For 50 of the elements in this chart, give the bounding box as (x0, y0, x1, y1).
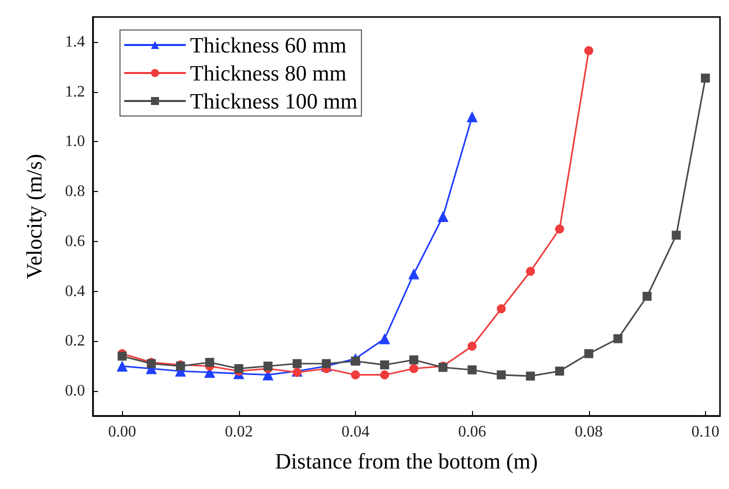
y-tick-label: 0.4 (65, 282, 85, 300)
legend-label: Thickness 100 mm (190, 88, 358, 114)
point (350, 370, 360, 380)
x-tick-label: 0.06 (458, 424, 486, 440)
x-tick-label: 0.00 (108, 424, 136, 440)
y-tick-label: 0.8 (65, 183, 85, 200)
point (409, 355, 418, 364)
point (642, 292, 652, 301)
point (380, 370, 390, 380)
y-tick-label: 1.2 (65, 83, 85, 100)
point (408, 268, 420, 280)
point (555, 366, 564, 376)
y-tick-label: 0.0 (65, 382, 85, 400)
x-tick-label: 0.08 (574, 424, 603, 440)
y-tick-label: 1.4 (65, 33, 85, 50)
y-tick-label: 0.2 (65, 332, 85, 350)
point (350, 356, 360, 366)
point (584, 349, 594, 358)
point (555, 224, 564, 234)
point (380, 360, 390, 370)
point (613, 334, 622, 344)
legend-label: Thickness 60 mm (190, 32, 346, 58)
point (496, 370, 506, 380)
x-tick-label: 0.04 (341, 424, 370, 440)
point (116, 360, 128, 372)
point (526, 372, 535, 381)
point (468, 365, 477, 374)
point (672, 230, 681, 240)
legend-label: Thickness 80 mm (190, 60, 346, 86)
y-tick-label: 0.6 (65, 232, 85, 250)
y-tick-label: 1.0 (65, 133, 85, 150)
x-axis-title: Distance from the bottom (m) (275, 448, 538, 474)
point (496, 304, 506, 314)
point (466, 111, 478, 122)
point (234, 364, 244, 374)
x-tick-label: 0.02 (224, 424, 253, 440)
point (379, 333, 390, 344)
point (118, 352, 127, 361)
point (322, 359, 331, 368)
x-tick-label: 0.10 (691, 424, 720, 440)
point (468, 342, 477, 351)
point (263, 362, 272, 371)
point (409, 364, 418, 374)
point (205, 358, 214, 367)
point (700, 74, 710, 83)
point (292, 359, 302, 368)
point (584, 46, 594, 56)
point (526, 266, 535, 276)
point (437, 211, 448, 222)
y-axis-title: Velocity (m/s) (22, 154, 46, 280)
